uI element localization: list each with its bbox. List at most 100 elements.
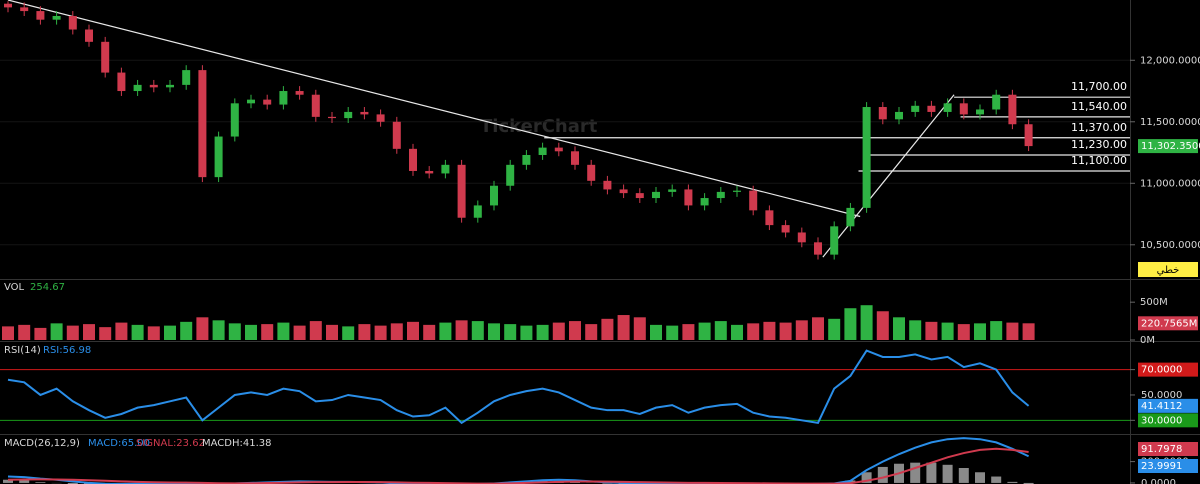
volume-bar [66,325,79,340]
volume-bar [682,324,695,340]
candle-body [554,147,563,152]
candle-body [279,91,288,105]
candle-body [376,114,385,122]
volume-bar [342,326,355,340]
volume-bar [650,324,662,340]
volume-bar [1022,323,1035,340]
candle-body [635,193,644,199]
candle-body [247,99,255,104]
volume-bar [309,321,322,340]
panel-value: SIGNAL:23.62 [136,438,205,449]
candle-body [700,198,709,206]
candle-body [538,147,547,155]
volume-bar [893,317,905,340]
y-tick-label: 30.0000 [1141,415,1182,426]
volume-tag [1138,316,1198,331]
candle-body [943,103,952,112]
candle-body [182,70,191,85]
candle-body [1008,94,1017,125]
macd-hist [1023,482,1034,484]
volume-bar [795,320,808,340]
y-tick-label: 10,500.0000 [1140,240,1200,251]
volume-bar [536,324,549,340]
threshold-tag [1138,362,1198,377]
trendline [7,0,861,218]
macd-hist [861,472,872,483]
volume-bar [828,318,841,340]
candle-body [878,107,887,120]
volume-bar [293,325,306,340]
candle-body [52,15,61,20]
candle-body [457,164,466,218]
level-label: 11,540.00 [1071,100,1127,113]
level-label: 11,700.00 [1071,80,1127,93]
volume-bar [471,321,484,340]
macd-hist [991,476,1002,483]
y-tick-label: 11,000.0000 [1140,178,1200,189]
macd-hist [877,466,888,483]
candle-body [1024,124,1033,147]
volume-bar [633,317,646,340]
candle-body [101,41,110,73]
volume-bar [326,324,338,340]
volume-bar [374,325,387,340]
volume-bar [941,322,954,340]
candle-body [684,189,693,206]
style-box [1138,262,1198,277]
volume-bar [957,324,970,340]
volume-bar [115,322,128,340]
candle-body [20,7,29,12]
volume-bar [131,324,144,340]
candle-body [749,190,758,211]
volume-bar [698,322,711,340]
volume-bar [455,320,468,340]
candle-body [198,70,207,178]
y-tick-label: 12,000.0000 [1140,55,1200,66]
macd-hist [910,462,921,483]
y-tick-label: 50.0000 [1141,390,1182,401]
candle-body [311,94,320,117]
volume-bar [779,322,792,340]
candle-body [328,116,336,119]
volume-bar [439,322,452,340]
volume-bar [228,323,241,340]
candle-body [85,29,93,42]
candle-body [830,226,839,255]
candle-body [976,109,984,115]
macd-hist [958,468,969,483]
volume-bar [925,321,938,340]
volume-bar [488,323,500,340]
candle-body [571,151,579,165]
candle-body [441,164,450,174]
candle-body [149,84,158,88]
volume-bar [245,324,257,340]
y-tick-label: 0M [1140,335,1155,346]
candle-body [344,111,353,119]
volume-bar [1006,322,1019,340]
signal-line [7,447,1029,484]
macd-hist [942,464,953,483]
candle-body [133,84,142,92]
threshold-tag [1138,413,1198,428]
candle-body [911,105,920,112]
candle-body [781,225,790,233]
level-label: 11,100.00 [1071,154,1127,167]
candle-body [992,94,1001,110]
macd-hist [1007,481,1018,483]
rsi-tag [1138,398,1198,413]
candle-body [295,91,304,95]
candle-body [214,136,223,178]
volume-bar [585,324,598,340]
panel-value: MACD:65.00 [88,438,150,449]
volume-bar [666,325,679,340]
candle-body [506,164,515,186]
volume-bar [147,326,160,340]
macd-hist [67,482,78,484]
macd-tag-label: 23.9991 [1141,461,1182,472]
volume-bar [569,321,581,340]
volume-bar [812,317,824,340]
volume-bar [99,327,112,340]
macd-tag-label: 91.7978 [1141,444,1182,455]
